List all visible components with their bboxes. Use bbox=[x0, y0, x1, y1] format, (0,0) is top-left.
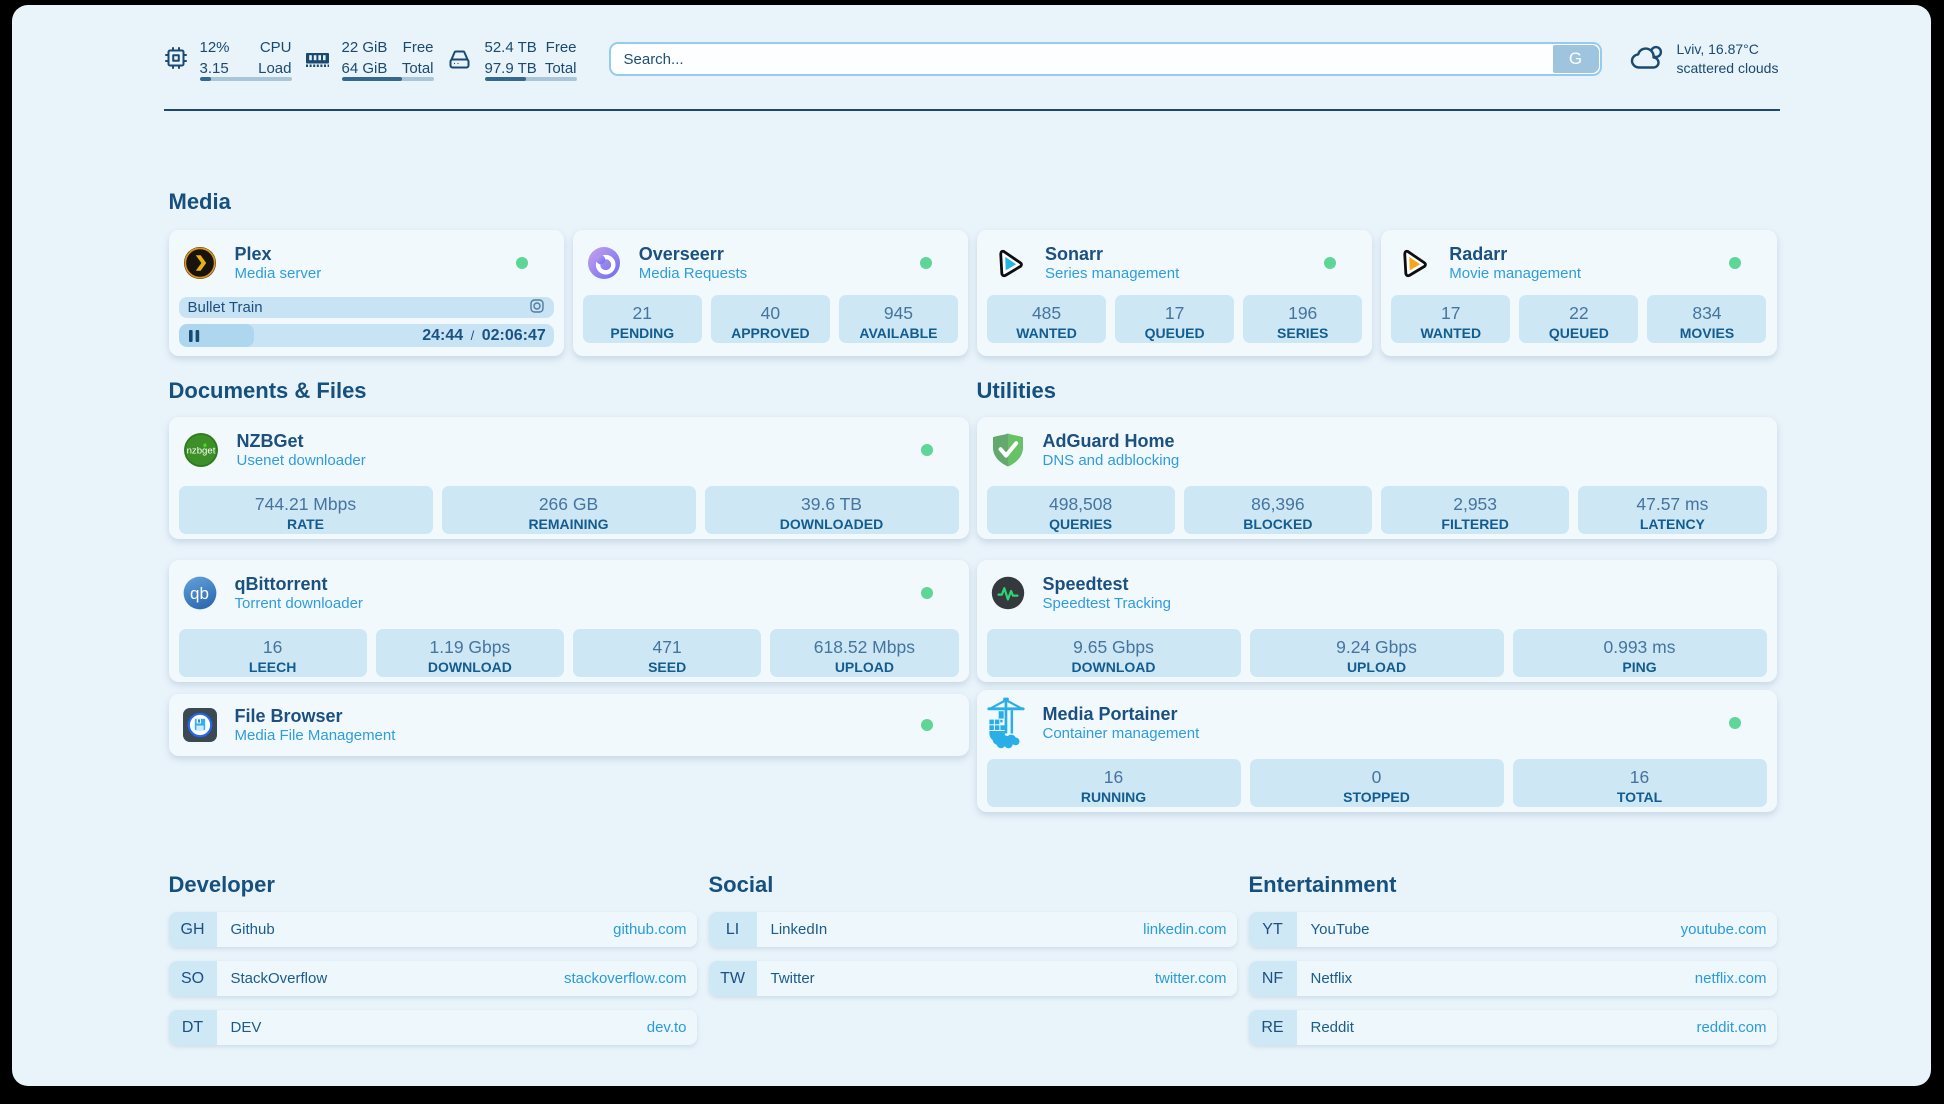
svg-text:nzbget: nzbget bbox=[186, 446, 215, 457]
svg-text:qb: qb bbox=[190, 584, 209, 603]
